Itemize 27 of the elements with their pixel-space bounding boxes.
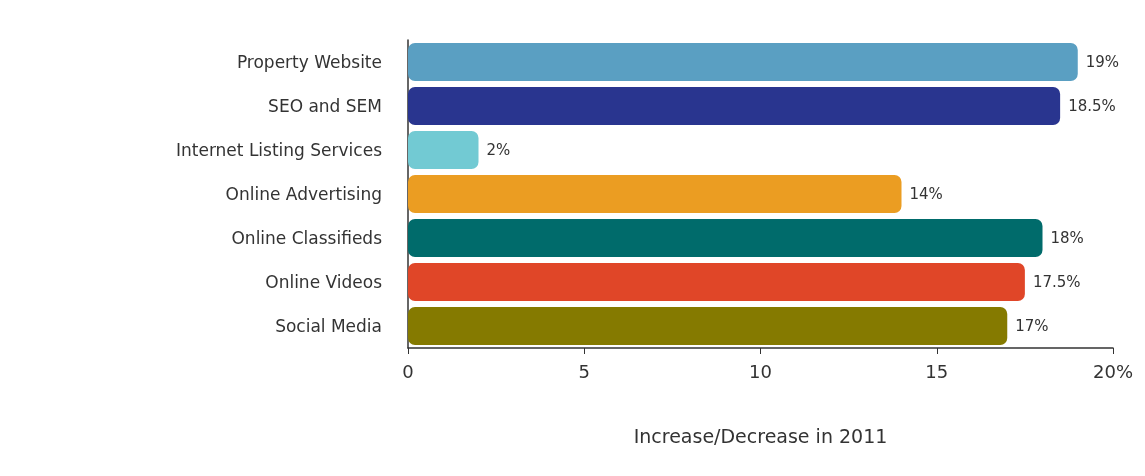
data-label: 17.5%	[1032, 273, 1081, 291]
bar	[408, 219, 1043, 257]
data-label: 17%	[1015, 317, 1049, 335]
bar	[408, 175, 902, 213]
y-tick-label: Online Classifieds	[231, 228, 383, 248]
bar	[408, 263, 1025, 301]
data-label: 19%	[1085, 53, 1120, 71]
x-axis-title: Increase/Decrease in 2011	[633, 424, 888, 447]
y-tick-label: Social Media	[275, 316, 382, 336]
data-label: 18%	[1050, 229, 1084, 247]
x-tick-label: 0	[402, 360, 414, 382]
x-tick-label: 10	[749, 360, 772, 382]
data-label: 18.5%	[1068, 97, 1116, 115]
y-tick-label: Online Videos	[265, 272, 383, 292]
y-tick-label: Property Website	[236, 52, 382, 72]
data-label: 2%	[486, 141, 511, 159]
bar	[408, 307, 1008, 345]
y-tick-label: Internet Listing Services	[175, 140, 383, 160]
x-tick-label: 15	[925, 360, 949, 382]
y-tick-label: Online Advertising	[225, 184, 382, 204]
bar	[408, 131, 479, 169]
data-label: 14%	[909, 185, 943, 203]
x-tick-label: 5	[578, 360, 590, 382]
y-tick-label: SEO and SEM	[268, 96, 382, 116]
x-tick-label: 20%	[1092, 360, 1134, 382]
bar	[408, 43, 1078, 81]
bar	[408, 87, 1061, 125]
